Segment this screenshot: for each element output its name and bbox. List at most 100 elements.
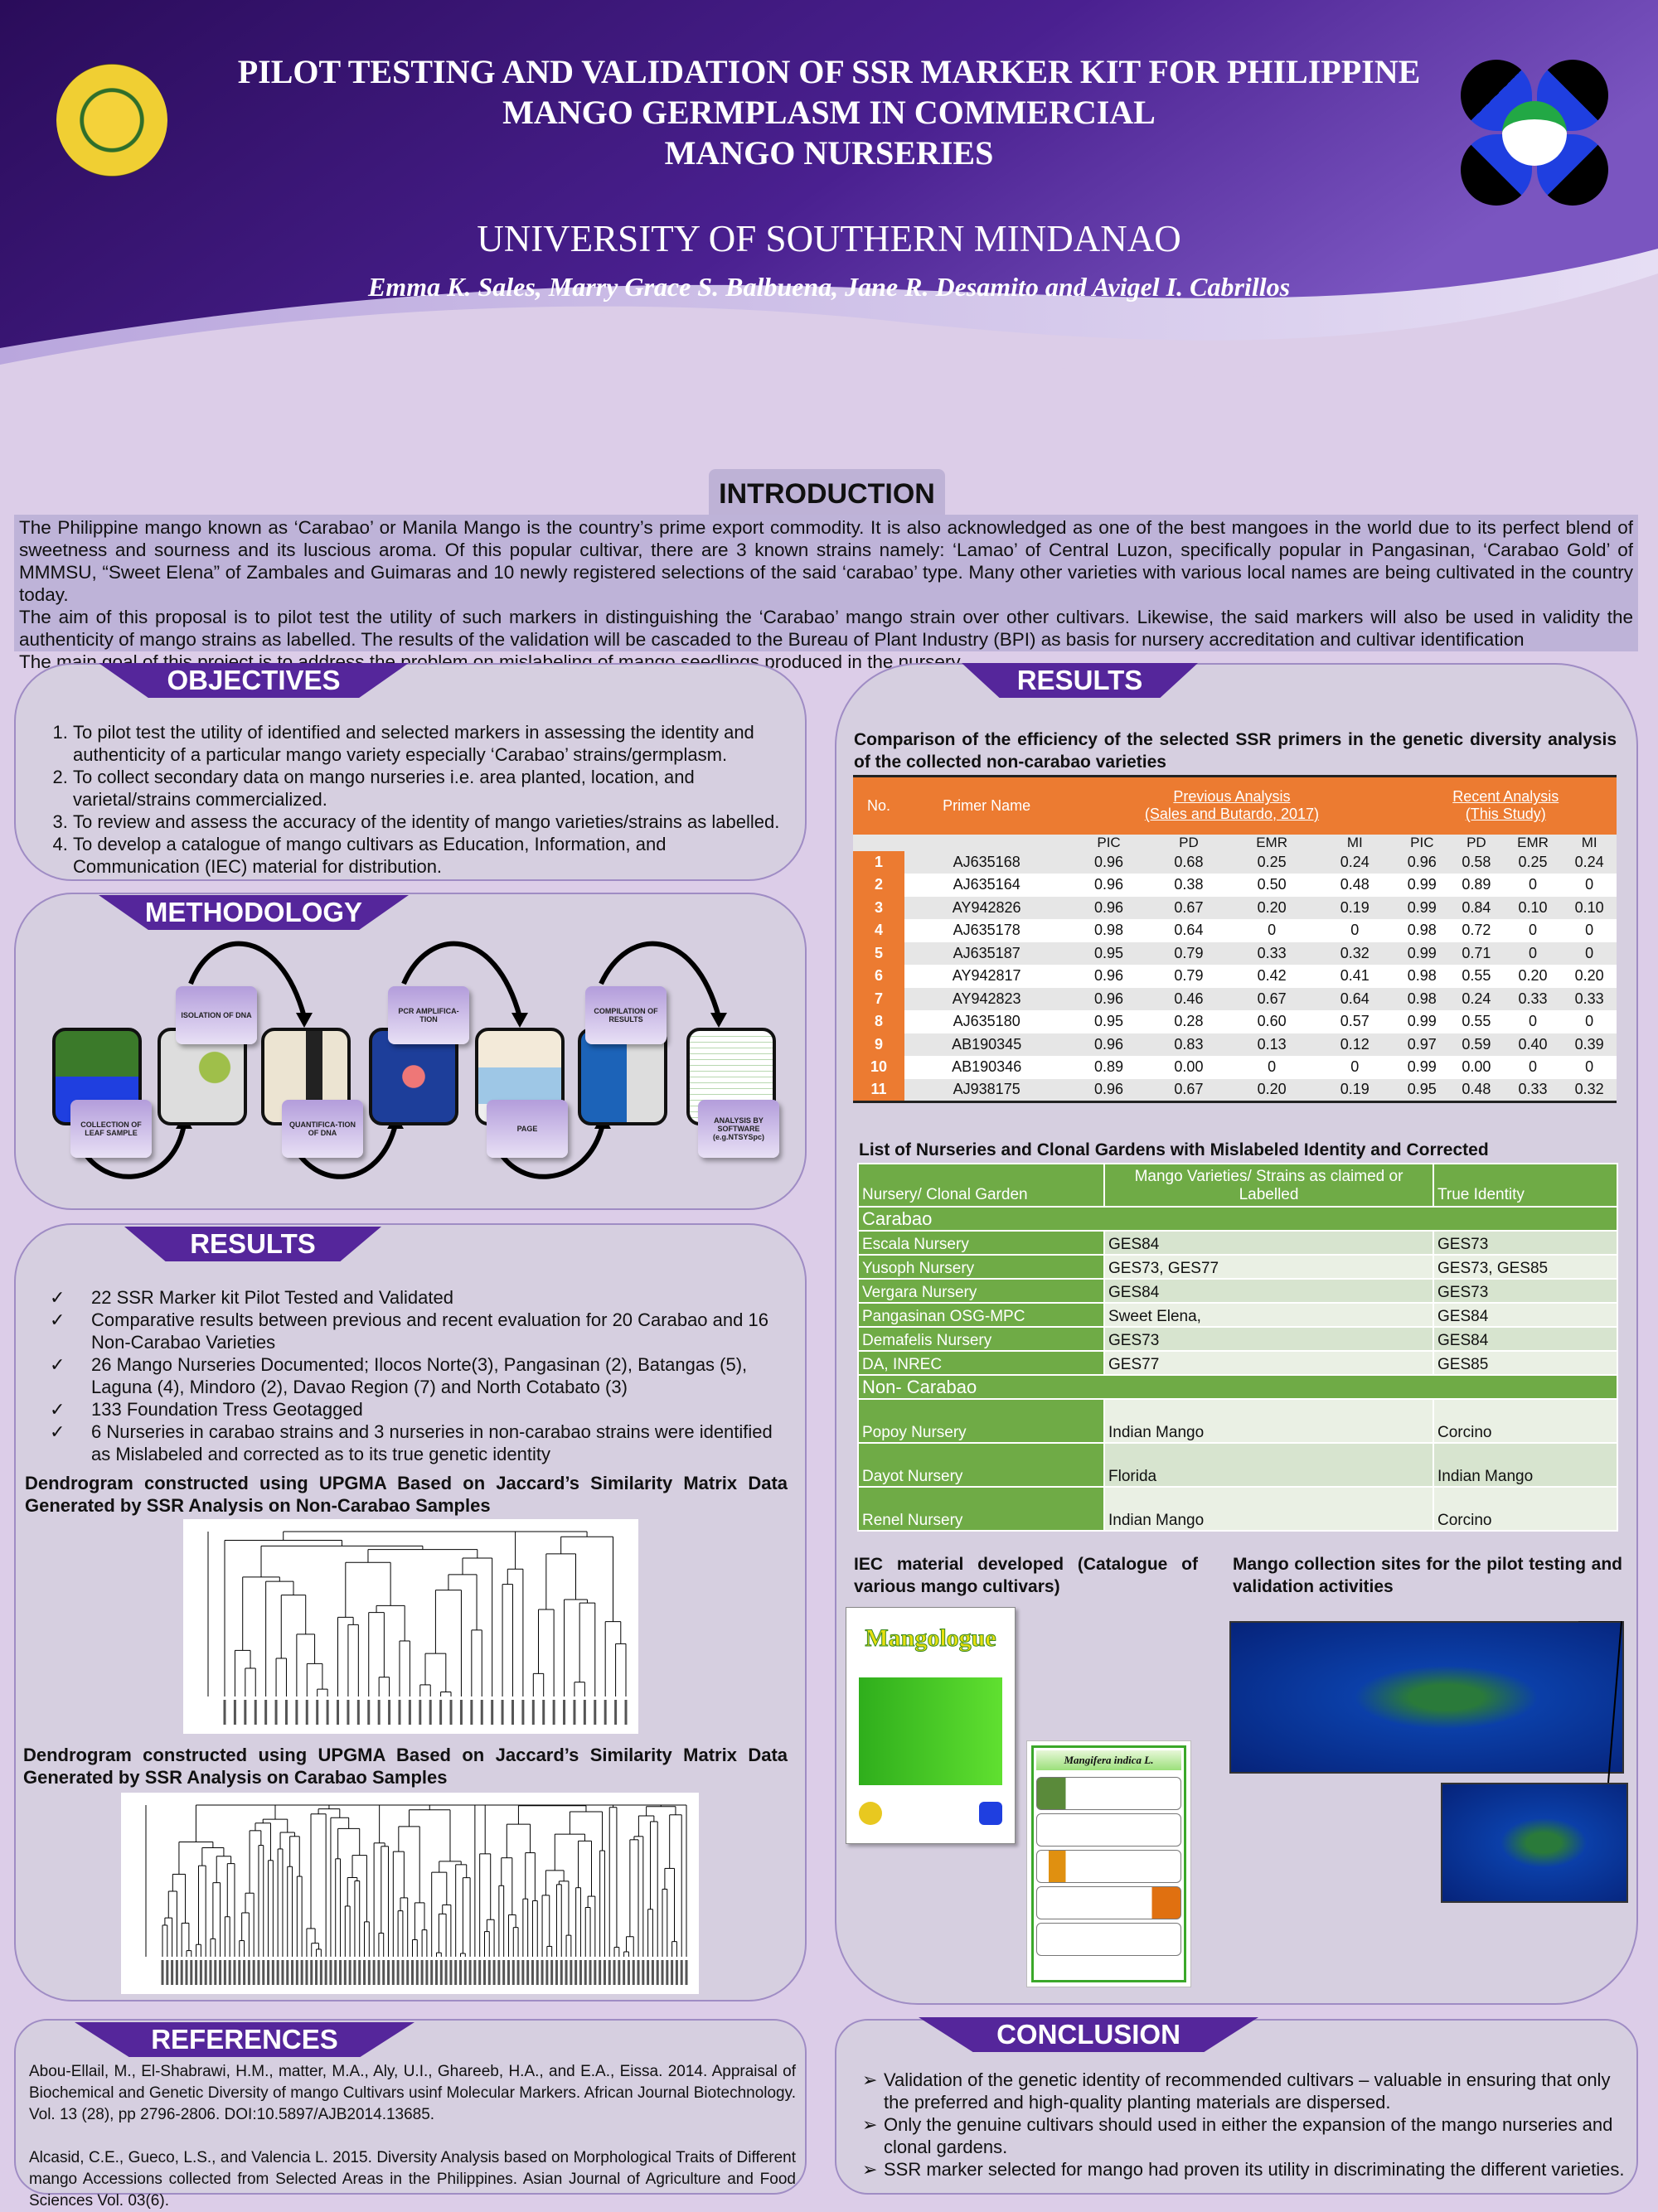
usm-seal-logo — [56, 64, 167, 177]
claimed-variety: GES73 — [1103, 1326, 1434, 1352]
metric-cell: 0.96 — [1394, 850, 1450, 874]
dendrogram-leaf-label — [444, 1960, 448, 1985]
primer-name: AJ938175 — [904, 1078, 1069, 1101]
metric-cell: 0.95 — [1394, 1078, 1450, 1101]
table-row: 1 AJ635168 0.96 0.68 0.25 0.24 0.96 0.58 0.25 0.2… — [853, 850, 1617, 874]
metric-cell: 0 — [1229, 919, 1316, 942]
dendrogram-leaf-label — [526, 1960, 530, 1985]
dendrogram-leaf-label — [480, 1700, 483, 1725]
true-identity: GES73, GES85 — [1433, 1254, 1618, 1280]
metric-cell: 0.79 — [1148, 941, 1229, 965]
table-row: Vergara Nursery GES84 GES73 — [857, 1278, 1618, 1304]
dendrogram-leaf-label — [675, 1960, 678, 1985]
dendrogram-leaf-label — [274, 1700, 278, 1725]
dendrogram-leaf-label — [367, 1960, 371, 1985]
metric-cell: 0.98 — [1394, 919, 1450, 942]
dost-pcaarrd-logo — [1461, 60, 1608, 206]
metric-cell: 0.98 — [1394, 987, 1450, 1010]
nursery-name: Demafelis Nursery — [857, 1326, 1105, 1352]
dendrogram-leaf-label — [195, 1960, 198, 1985]
dendrogram-leaf-label — [608, 1960, 611, 1985]
dendrogram-leaf-label — [324, 1960, 327, 1985]
result-text: 133 Foundation Tress Geotagged — [91, 1399, 363, 1420]
recent-line: (This Study) — [1465, 806, 1546, 823]
table-row: 10 AB190346 0.89 0.00 0 0 0.99 0.00 0 0 — [853, 1056, 1617, 1079]
table-row: 11 AJ938175 0.96 0.67 0.20 0.19 0.95 0.48 0.33 0.… — [853, 1078, 1617, 1101]
metric-cell: 0 — [1562, 919, 1617, 942]
dendrogram-leaf-label — [531, 1700, 535, 1725]
dendrogram-leaf-label — [326, 1700, 329, 1725]
dendrogram-leaf-label — [574, 1960, 578, 1985]
metric-cell: 0 — [1503, 941, 1563, 965]
primer-name: AB190346 — [904, 1056, 1069, 1079]
metric-cell: 0.50 — [1229, 874, 1316, 897]
dendrogram-leaf-label — [642, 1960, 645, 1985]
dendrogram-leaf-label — [680, 1960, 683, 1985]
table-row: 5 AJ635187 0.95 0.79 0.33 0.32 0.99 0.71 0 0 — [853, 941, 1617, 965]
metric-cell: 0.41 — [1315, 965, 1395, 988]
table-row: Renel Nursery Indian Mango Corcino — [857, 1486, 1618, 1532]
dendrogram-leaf-label — [468, 1960, 472, 1985]
dendrogram-leaf-label — [516, 1960, 520, 1985]
header-banner — [0, 0, 1658, 390]
dendrogram-leaf-label — [411, 1960, 414, 1985]
mangologue-title: Mangologue — [865, 1624, 996, 1653]
primer-name: AY942826 — [904, 896, 1069, 919]
dendrogram-leaf-label — [334, 1960, 337, 1985]
metric-cell: 0.99 — [1394, 874, 1450, 897]
table-row: 2 AJ635164 0.96 0.38 0.50 0.48 0.99 0.89 0 0 — [853, 874, 1617, 897]
mangologue-cover-image: Mangologue — [846, 1607, 1016, 1844]
group-row: Carabao — [857, 1206, 1618, 1232]
nursery-name: Escala Nursery — [857, 1230, 1105, 1256]
dendrogram-leaf-label — [637, 1960, 640, 1985]
introduction-text: The Philippine mango known as ‘Carabao’ … — [14, 515, 1638, 672]
dendrogram-leaf-label — [542, 1700, 545, 1725]
metric-cell: 0.98 — [1069, 919, 1149, 942]
dendrogram-leaf-label — [531, 1960, 534, 1985]
collection-sites-map-image — [1229, 1621, 1624, 1774]
dendrogram-leaf-label — [521, 1700, 525, 1725]
col-claimed: Mango Varieties/ Strains as claimed or L… — [1103, 1163, 1434, 1208]
dendrogram-leaf-label — [190, 1960, 193, 1985]
checkmark-icon: ✓ — [50, 1309, 65, 1330]
dendrogram-leaf-label — [347, 1700, 350, 1725]
title-line: MANGO GERMPLASM IN COMMERCIAL — [502, 94, 1156, 131]
dendrogram-noncarabao-title: Dendrogram constructed using UPGMA Based… — [25, 1473, 788, 1516]
references-heading: REFERENCES — [75, 2022, 414, 2057]
metric-cell: 0.24 — [1449, 987, 1504, 1010]
col-nursery: Nursery/ Clonal Garden — [857, 1163, 1105, 1208]
dendrogram-leaf-label — [584, 1960, 587, 1985]
dendrogram-leaf-label — [458, 1960, 462, 1985]
col-recent-analysis: Recent Analysis (This Study) — [1394, 776, 1617, 835]
dendrogram-leaf-label — [219, 1960, 222, 1985]
result-text: 6 Nurseries in carabao strains and 3 nur… — [91, 1421, 773, 1464]
dendrogram-leaf-label — [614, 1700, 618, 1725]
dendrogram-leaf-label — [223, 1960, 226, 1985]
dendrogram-leaf-label — [271, 1960, 274, 1985]
dendrogram-leaf-label — [541, 1960, 544, 1985]
conclusion-item: ➢ SSR marker selected for mango had prove… — [862, 2158, 1625, 2181]
dendrogram-leaf-label — [491, 1700, 494, 1725]
dendrogram-leaf-label — [408, 1700, 411, 1725]
dendrogram-leaf-label — [257, 1960, 260, 1985]
arrow-bullet-icon: ➢ — [862, 2069, 878, 2090]
conclusion-text: SSR marker selected for mango had proven… — [884, 2159, 1625, 2180]
step-collection-of-leaf-sample: COLLECTION OF LEAF SAMPLE — [70, 1100, 152, 1158]
metric-cell: 0.33 — [1562, 987, 1617, 1010]
dendrogram-leaf-label — [199, 1960, 202, 1985]
dendrogram-leaf-label — [284, 1700, 288, 1725]
dendrogram-leaf-label — [244, 1700, 247, 1725]
metric-cell: 0.39 — [1562, 1033, 1617, 1056]
checkmark-icon: ✓ — [50, 1421, 65, 1442]
dendrogram-leaf-label — [214, 1960, 217, 1985]
arrow-bullet-icon: ➢ — [862, 2114, 878, 2135]
dendrogram-leaf-label — [492, 1960, 496, 1985]
dendrogram-leaf-label — [613, 1960, 616, 1985]
introduction-heading: INTRODUCTION — [709, 469, 945, 515]
objective-item: To pilot test the utility of identified … — [73, 721, 788, 766]
conclusion-item: ➢ Validation of the genetic identity of r… — [862, 2069, 1625, 2113]
result-item: ✓ Comparative results between previous an… — [50, 1309, 779, 1353]
metric-cell: 0.79 — [1148, 965, 1229, 988]
dendrogram-leaf-label — [439, 1960, 443, 1985]
nursery-name: Yusoph Nursery — [857, 1254, 1105, 1280]
